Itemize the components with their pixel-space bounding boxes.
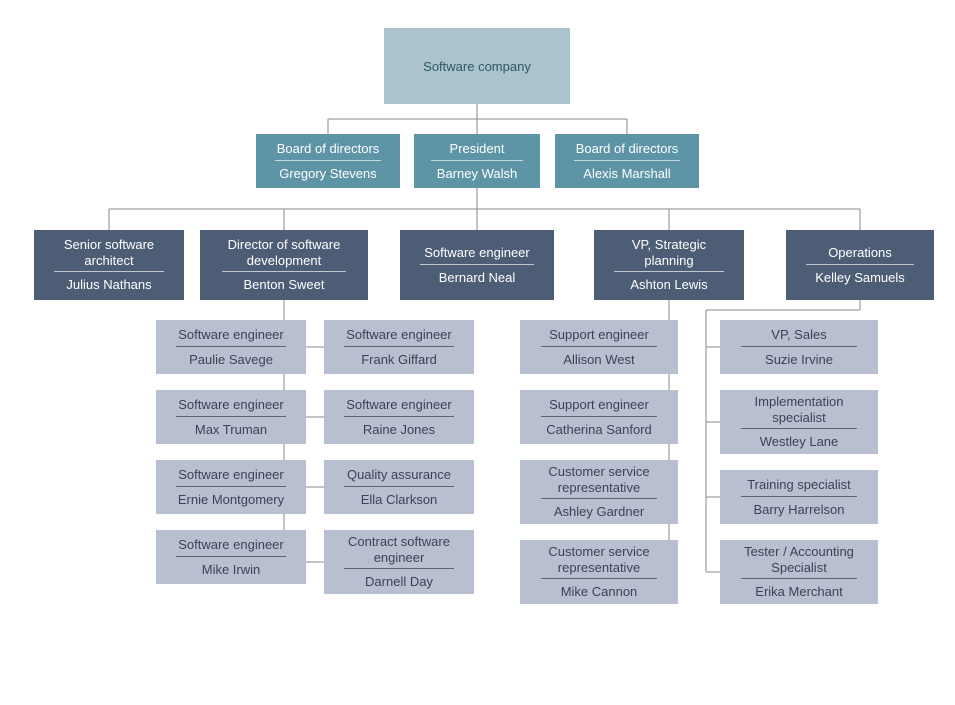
org-node-title: Director of software development: [222, 237, 347, 272]
org-node-title: Quality assurance: [344, 467, 454, 487]
org-node-c2a: Software engineer Frank Giffard: [324, 320, 474, 374]
org-node-title: Board of directors: [574, 141, 680, 161]
org-node-name: Max Truman: [195, 420, 267, 438]
org-node-name: Ashton Lewis: [630, 275, 707, 293]
org-node-ops: Operations Kelley Samuels: [786, 230, 934, 300]
org-node-title: Software engineer: [176, 397, 286, 417]
org-node-name: Bernard Neal: [439, 268, 516, 286]
org-node-name: Benton Sweet: [244, 275, 325, 293]
org-node-c4d: Tester / Accounting Specialist Erika Merc…: [720, 540, 878, 604]
org-node-root: Software company: [384, 28, 570, 104]
org-node-title: Senior software architect: [54, 237, 164, 272]
org-node-name: Ashley Gardner: [554, 502, 644, 520]
org-node-c1b: Software engineer Max Truman: [156, 390, 306, 444]
org-node-dir: Director of software development Benton S…: [200, 230, 368, 300]
org-node-name: Suzie Irvine: [765, 350, 833, 368]
org-node-name: Darnell Day: [365, 572, 433, 590]
org-node-c2b: Software engineer Raine Jones: [324, 390, 474, 444]
org-node-title: Customer service representative: [541, 544, 658, 579]
org-node-c1d: Software engineer Mike Irwin: [156, 530, 306, 584]
org-node-title: Customer service representative: [541, 464, 658, 499]
org-node-c3d: Customer service representative Mike Cann…: [520, 540, 678, 604]
org-node-c1c: Software engineer Ernie Montgomery: [156, 460, 306, 514]
org-node-title: Software engineer: [420, 245, 534, 265]
org-node-name: Allison West: [563, 350, 634, 368]
org-node-pres: President Barney Walsh: [414, 134, 540, 188]
org-node-title: Software engineer: [176, 467, 286, 487]
org-node-name: Ernie Montgomery: [178, 490, 284, 508]
org-node-title: Operations: [806, 245, 915, 265]
org-node-c4c: Training specialist Barry Harrelson: [720, 470, 878, 524]
org-node-name: Ella Clarkson: [361, 490, 438, 508]
org-node-name: Barney Walsh: [437, 164, 517, 182]
org-node-c1a: Software engineer Paulie Savege: [156, 320, 306, 374]
org-node-title: Support engineer: [541, 327, 658, 347]
org-node-name: Frank Giffard: [361, 350, 437, 368]
org-node-title: Tester / Accounting Specialist: [741, 544, 858, 579]
org-node-name: Gregory Stevens: [279, 164, 377, 182]
org-node-c4a: VP, Sales Suzie Irvine: [720, 320, 878, 374]
org-node-name: Barry Harrelson: [753, 500, 844, 518]
org-node-name: Kelley Samuels: [815, 268, 905, 286]
org-node-title: President: [431, 141, 522, 161]
org-node-vp: VP, Strategic planning Ashton Lewis: [594, 230, 744, 300]
org-node-name: Paulie Savege: [189, 350, 273, 368]
org-node-title: VP, Sales: [741, 327, 858, 347]
org-node-title: Software engineer: [344, 327, 454, 347]
org-node-name: Alexis Marshall: [583, 164, 670, 182]
org-node-arch: Senior software architect Julius Nathans: [34, 230, 184, 300]
org-node-name: Raine Jones: [363, 420, 435, 438]
org-node-c3a: Support engineer Allison West: [520, 320, 678, 374]
org-node-name: Erika Merchant: [755, 582, 842, 600]
org-node-title: Software company: [423, 57, 531, 75]
org-node-title: Software engineer: [176, 537, 286, 557]
org-node-name: Julius Nathans: [66, 275, 151, 293]
org-node-title: VP, Strategic planning: [614, 237, 724, 272]
org-node-title: Contract software engineer: [344, 534, 454, 569]
org-node-name: Catherina Sanford: [546, 420, 652, 438]
org-node-c3c: Customer service representative Ashley Ga…: [520, 460, 678, 524]
org-node-title: Software engineer: [176, 327, 286, 347]
org-node-c3b: Support engineer Catherina Sanford: [520, 390, 678, 444]
org-node-title: Board of directors: [275, 141, 381, 161]
org-node-title: Training specialist: [741, 477, 858, 497]
org-node-name: Westley Lane: [760, 432, 839, 450]
org-node-se: Software engineer Bernard Neal: [400, 230, 554, 300]
org-node-bod1: Board of directors Gregory Stevens: [256, 134, 400, 188]
org-node-title: Implementation specialist: [741, 394, 858, 429]
org-node-c4b: Implementation specialist Westley Lane: [720, 390, 878, 454]
org-node-title: Software engineer: [344, 397, 454, 417]
org-node-bod2: Board of directors Alexis Marshall: [555, 134, 699, 188]
org-node-c2c: Quality assurance Ella Clarkson: [324, 460, 474, 514]
org-node-c2d: Contract software engineer Darnell Day: [324, 530, 474, 594]
org-node-name: Mike Irwin: [202, 560, 261, 578]
org-node-title: Support engineer: [541, 397, 658, 417]
org-node-name: Mike Cannon: [561, 582, 638, 600]
